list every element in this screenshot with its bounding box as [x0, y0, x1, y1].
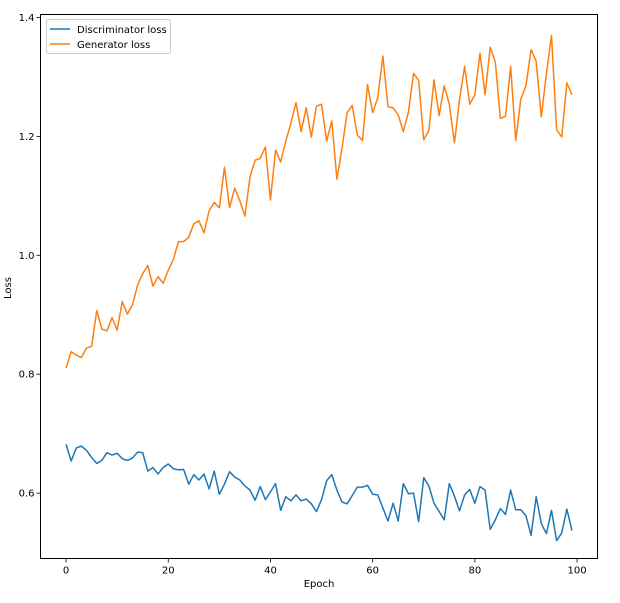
legend-frame	[46, 19, 171, 54]
y-tick-label: 0.6	[19, 489, 35, 500]
legend-label-discriminator: Discriminator loss	[77, 25, 167, 36]
y-tick-label: 0.8	[19, 370, 35, 381]
x-tick-label: 80	[468, 566, 481, 577]
x-tick-label: 100	[568, 566, 587, 577]
legend-label-generator: Generator loss	[77, 40, 150, 51]
series-line-generator-loss	[65, 34, 573, 369]
y-tick-label: 1.4	[19, 13, 35, 24]
y-tick-label: 1.0	[19, 251, 35, 262]
plot-area	[40, 14, 598, 559]
x-tick-label: 0	[63, 566, 69, 577]
series-layer	[65, 34, 573, 542]
x-axis-ticks: 0 20 40 60 80 100	[63, 558, 587, 577]
y-axis-label: Loss	[3, 277, 14, 299]
x-axis-label: Epoch	[304, 579, 335, 590]
x-tick-label: 20	[162, 566, 175, 577]
legend: Discriminator loss Generator loss	[46, 19, 171, 54]
y-axis-ticks: 0.6 0.8 1.0 1.2 1.4	[19, 13, 41, 500]
series-line-discriminator-loss	[65, 444, 573, 542]
x-tick-label: 40	[264, 566, 277, 577]
y-tick-label: 1.2	[19, 132, 35, 143]
x-tick-label: 60	[366, 566, 379, 577]
